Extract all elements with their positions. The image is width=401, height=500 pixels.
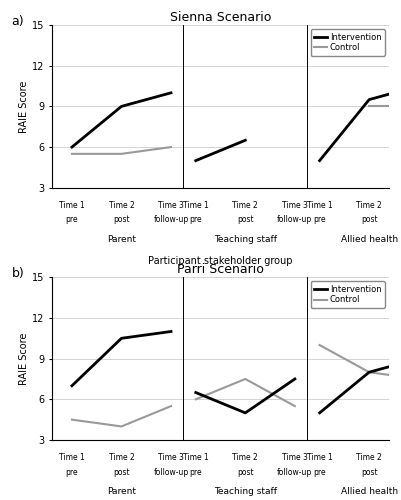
- Text: Time 2: Time 2: [109, 201, 134, 210]
- Text: Time 1: Time 1: [307, 453, 332, 462]
- Text: post: post: [361, 216, 377, 224]
- Text: Parent: Parent: [107, 235, 136, 244]
- Text: Participant stakeholder group: Participant stakeholder group: [148, 256, 293, 266]
- Text: Parent: Parent: [107, 487, 136, 496]
- Text: pre: pre: [313, 216, 326, 224]
- Text: Allied health: Allied health: [340, 235, 398, 244]
- Text: Time 1: Time 1: [183, 453, 209, 462]
- Text: Allied health: Allied health: [340, 487, 398, 496]
- Text: post: post: [237, 468, 253, 476]
- Text: a): a): [12, 15, 24, 28]
- Text: follow-up: follow-up: [154, 468, 188, 476]
- Text: Time 3: Time 3: [282, 453, 308, 462]
- Y-axis label: RAIE Score: RAIE Score: [19, 80, 29, 132]
- Text: Time 2: Time 2: [109, 453, 134, 462]
- Y-axis label: RAIE Score: RAIE Score: [19, 332, 29, 385]
- Text: pre: pre: [189, 468, 202, 476]
- Text: pre: pre: [66, 216, 78, 224]
- Text: pre: pre: [189, 216, 202, 224]
- Text: Teaching staff: Teaching staff: [214, 487, 277, 496]
- Text: Time 1: Time 1: [59, 201, 85, 210]
- Text: post: post: [113, 468, 130, 476]
- Text: Time 1: Time 1: [183, 201, 209, 210]
- Text: Time 2: Time 2: [356, 201, 382, 210]
- Text: Teaching staff: Teaching staff: [214, 235, 277, 244]
- Title: Parri Scenario: Parri Scenario: [177, 263, 264, 276]
- Text: follow-up: follow-up: [277, 468, 312, 476]
- Text: Time 2: Time 2: [356, 453, 382, 462]
- Text: Time 3: Time 3: [158, 453, 184, 462]
- Text: Time 2: Time 2: [233, 201, 258, 210]
- Text: pre: pre: [66, 468, 78, 476]
- Text: Time 3: Time 3: [282, 201, 308, 210]
- Text: post: post: [361, 468, 377, 476]
- Text: follow-up: follow-up: [154, 216, 188, 224]
- Text: Time 1: Time 1: [307, 201, 332, 210]
- Text: follow-up: follow-up: [277, 216, 312, 224]
- Text: b): b): [12, 268, 24, 280]
- Text: post: post: [237, 216, 253, 224]
- Title: Sienna Scenario: Sienna Scenario: [170, 11, 271, 24]
- Text: pre: pre: [313, 468, 326, 476]
- Legend: Intervention, Control: Intervention, Control: [311, 282, 385, 308]
- Text: Time 2: Time 2: [233, 453, 258, 462]
- Text: post: post: [113, 216, 130, 224]
- Text: Time 3: Time 3: [158, 201, 184, 210]
- Legend: Intervention, Control: Intervention, Control: [311, 29, 385, 56]
- Text: Time 1: Time 1: [59, 453, 85, 462]
